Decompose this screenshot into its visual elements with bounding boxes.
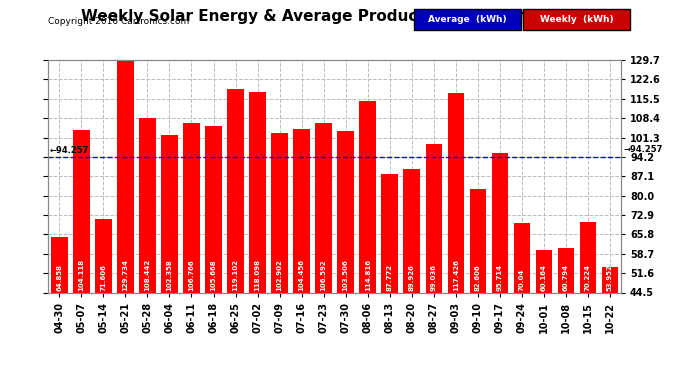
Text: 117.426: 117.426 xyxy=(453,259,459,291)
Text: 89.926: 89.926 xyxy=(408,264,415,291)
Bar xyxy=(227,89,244,292)
Text: Weekly Solar Energy & Average Production Wed Oct 26 17:16: Weekly Solar Energy & Average Production… xyxy=(81,9,609,24)
Bar xyxy=(95,219,112,292)
Text: 102.358: 102.358 xyxy=(166,260,172,291)
Bar xyxy=(359,100,376,292)
Text: 99.036: 99.036 xyxy=(431,264,437,291)
Bar xyxy=(51,237,68,292)
Text: 82.606: 82.606 xyxy=(475,264,481,291)
Bar xyxy=(117,60,134,292)
Bar xyxy=(535,250,552,292)
Text: 119.102: 119.102 xyxy=(233,259,239,291)
Text: 70.224: 70.224 xyxy=(585,264,591,291)
Text: 118.098: 118.098 xyxy=(255,259,261,291)
Bar xyxy=(602,267,618,292)
Bar xyxy=(293,129,310,292)
Bar xyxy=(249,92,266,292)
Bar xyxy=(205,126,221,292)
Bar xyxy=(73,130,90,292)
Text: 108.442: 108.442 xyxy=(144,259,150,291)
Text: 87.772: 87.772 xyxy=(386,264,393,291)
Bar xyxy=(404,168,420,292)
Bar xyxy=(161,135,178,292)
Bar xyxy=(426,144,442,292)
Text: 60.164: 60.164 xyxy=(541,264,547,291)
Bar xyxy=(448,93,464,292)
Text: 114.816: 114.816 xyxy=(365,259,371,291)
Bar xyxy=(558,248,574,292)
Bar xyxy=(337,132,354,292)
Bar xyxy=(184,123,199,292)
Text: 105.668: 105.668 xyxy=(210,260,217,291)
Bar xyxy=(580,222,596,292)
Text: Average  (kWh): Average (kWh) xyxy=(428,15,506,24)
Text: →94.257: →94.257 xyxy=(624,145,663,154)
Text: 71.606: 71.606 xyxy=(100,264,106,291)
Text: 104.118: 104.118 xyxy=(79,259,84,291)
Text: Copyright 2016 Cartronics.com: Copyright 2016 Cartronics.com xyxy=(48,17,190,26)
Text: Weekly  (kWh): Weekly (kWh) xyxy=(540,15,613,24)
Bar xyxy=(513,223,530,292)
Bar xyxy=(139,118,156,292)
Text: 102.902: 102.902 xyxy=(277,260,283,291)
Bar xyxy=(382,174,398,292)
Text: 64.858: 64.858 xyxy=(57,264,62,291)
Text: 70.04: 70.04 xyxy=(519,269,525,291)
Text: 53.952: 53.952 xyxy=(607,264,613,291)
Text: 104.456: 104.456 xyxy=(299,259,304,291)
Text: 106.766: 106.766 xyxy=(188,260,195,291)
Bar xyxy=(470,189,486,292)
Text: 129.734: 129.734 xyxy=(122,259,128,291)
Text: ←94.257: ←94.257 xyxy=(50,146,89,154)
Bar xyxy=(271,133,288,292)
Text: 60.794: 60.794 xyxy=(563,264,569,291)
Text: 103.506: 103.506 xyxy=(343,260,348,291)
Bar xyxy=(491,153,508,292)
Text: 95.714: 95.714 xyxy=(497,264,503,291)
Text: 106.592: 106.592 xyxy=(321,260,326,291)
Bar xyxy=(315,123,332,292)
